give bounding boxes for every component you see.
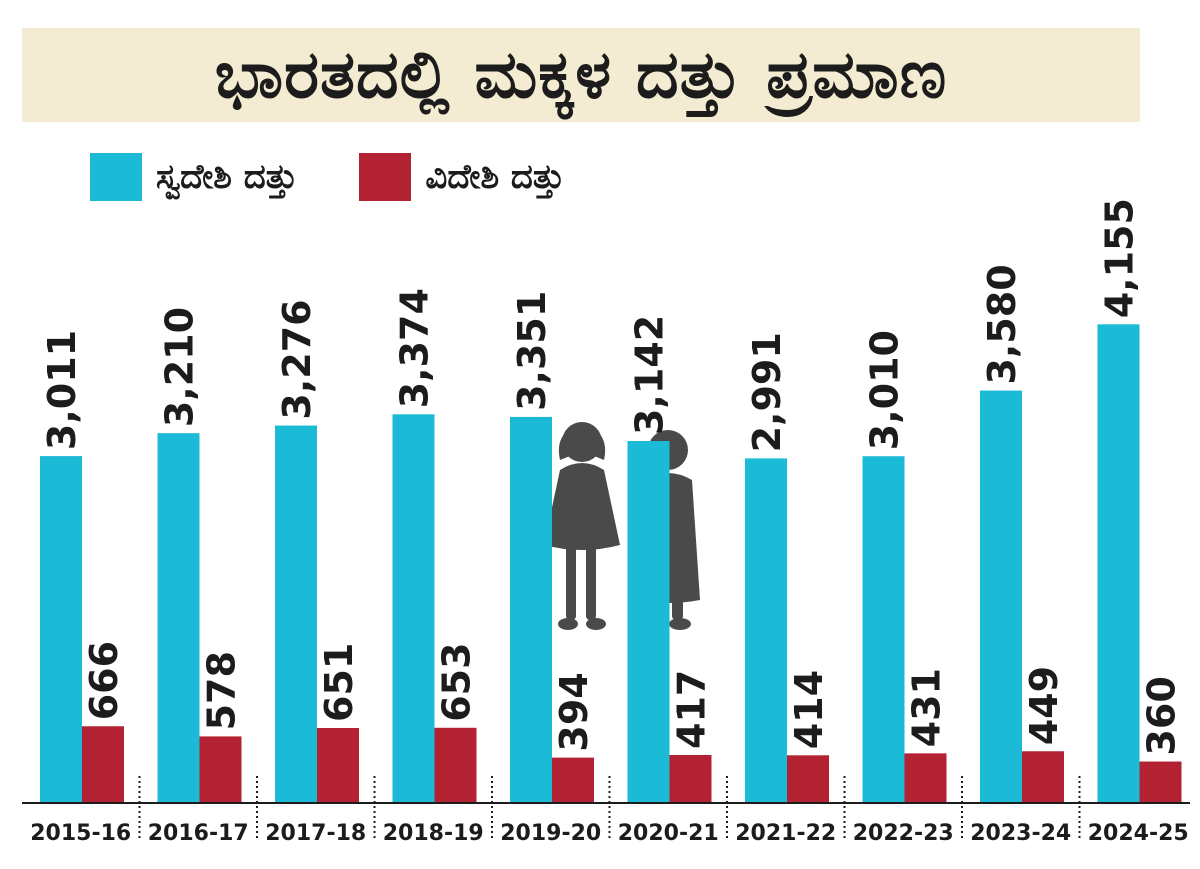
- value-label-foreign-2016-17: 578: [200, 651, 244, 730]
- x-tick-label-2017-18: 2017-18: [265, 821, 366, 846]
- legend-label-foreign: ವಿದೇಶಿ ದತ್ತು: [425, 157, 565, 197]
- bar-domestic-2022-23: [862, 456, 905, 803]
- value-label-domestic-2015-16: 3,011: [40, 330, 84, 450]
- value-label-domestic-2023-24: 3,580: [980, 264, 1024, 384]
- value-label-domestic-2016-17: 3,210: [158, 307, 202, 427]
- bar-domestic-2016-17: [157, 433, 200, 803]
- legend-swatch-domestic: [90, 153, 142, 201]
- bars-group: 3,011 666 3,210 578 3,276 651 3,374 653 3,351 394…: [40, 198, 1184, 803]
- bar-foreign-2015-16: [82, 726, 124, 803]
- value-label-foreign-2019-20: 394: [552, 672, 596, 751]
- bar-foreign-2017-18: [317, 727, 359, 803]
- value-label-foreign-2018-19: 653: [435, 642, 479, 721]
- value-label-domestic-2019-20: 3,351: [510, 291, 554, 411]
- bar-domestic-2015-16: [40, 456, 82, 803]
- bar-foreign-2022-23: [904, 753, 947, 803]
- value-label-foreign-2017-18: 651: [317, 643, 361, 722]
- x-tick-label-2018-19: 2018-19: [383, 821, 484, 846]
- bar-foreign-2016-17: [199, 736, 242, 803]
- x-tick-label-2015-16: 2015-16: [30, 821, 131, 846]
- x-tick-label-2022-23: 2022-23: [853, 821, 954, 846]
- legend-item-foreign: ವಿದೇಶಿ ದತ್ತು: [359, 153, 565, 201]
- bar-foreign-2019-20: [552, 757, 594, 803]
- x-tick-label-2020-21: 2020-21: [618, 821, 719, 846]
- value-label-domestic-2020-21: 3,142: [628, 315, 672, 435]
- children-silhouette-icon: [514, 422, 700, 630]
- bar-domestic-2020-21: [627, 441, 670, 803]
- value-label-domestic-2022-23: 3,010: [863, 330, 907, 450]
- value-label-foreign-2022-23: 431: [905, 668, 949, 747]
- value-label-domestic-2017-18: 3,276: [275, 299, 319, 419]
- bar-foreign-2024-25: [1139, 761, 1182, 803]
- bar-domestic-2024-25: [1097, 324, 1140, 803]
- bar-domestic-2023-24: [980, 390, 1022, 803]
- value-label-foreign-2024-25: 360: [1140, 676, 1184, 755]
- title-band: ಭಾರತದಲ್ಲಿ ಮಕ್ಕಳ ದತ್ತು ಪ್ರಮಾಣ: [22, 28, 1140, 122]
- bar-domestic-2018-19: [392, 414, 435, 803]
- x-tick-label-2019-20: 2019-20: [500, 821, 601, 846]
- bar-domestic-2021-22: [745, 458, 787, 803]
- value-label-domestic-2018-19: 3,374: [393, 288, 437, 408]
- legend-label-domestic: ಸ್ವದೇಶಿ ದತ್ತು: [156, 157, 298, 197]
- x-tick-label-2024-25: 2024-25: [1088, 821, 1189, 846]
- bar-foreign-2018-19: [434, 727, 477, 803]
- bar-domestic-2017-18: [275, 425, 317, 803]
- legend-item-domestic: ಸ್ವದೇಶಿ ದತ್ತು: [90, 153, 297, 201]
- value-label-foreign-2023-24: 449: [1022, 666, 1066, 745]
- legend-swatch-foreign: [359, 153, 412, 201]
- value-label-foreign-2015-16: 666: [82, 641, 126, 720]
- bar-foreign-2020-21: [669, 754, 712, 803]
- bar-domestic-2019-20: [510, 416, 552, 803]
- legend: ಸ್ವದೇಶಿ ದತ್ತು ವಿದೇಶಿ ದತ್ತು: [90, 150, 627, 204]
- value-label-foreign-2021-22: 414: [787, 670, 831, 749]
- x-tick-label-2016-17: 2016-17: [148, 821, 249, 846]
- value-label-foreign-2020-21: 417: [670, 670, 714, 749]
- value-label-domestic-2021-22: 2,991: [745, 332, 789, 452]
- x-axis-ticks: 2015-16 2016-17 2017-18 2018-19 2019-20 2020-…: [30, 776, 1189, 846]
- bar-foreign-2021-22: [787, 755, 829, 803]
- x-tick-label-2023-24: 2023-24: [970, 821, 1071, 846]
- bar-foreign-2023-24: [1022, 751, 1064, 803]
- value-label-domestic-2024-25: 4,155: [1098, 198, 1142, 318]
- x-tick-label-2021-22: 2021-22: [735, 821, 836, 846]
- chart-title: ಭಾರತದಲ್ಲಿ ಮಕ್ಕಳ ದತ್ತು ಪ್ರಮಾಣ: [214, 35, 948, 113]
